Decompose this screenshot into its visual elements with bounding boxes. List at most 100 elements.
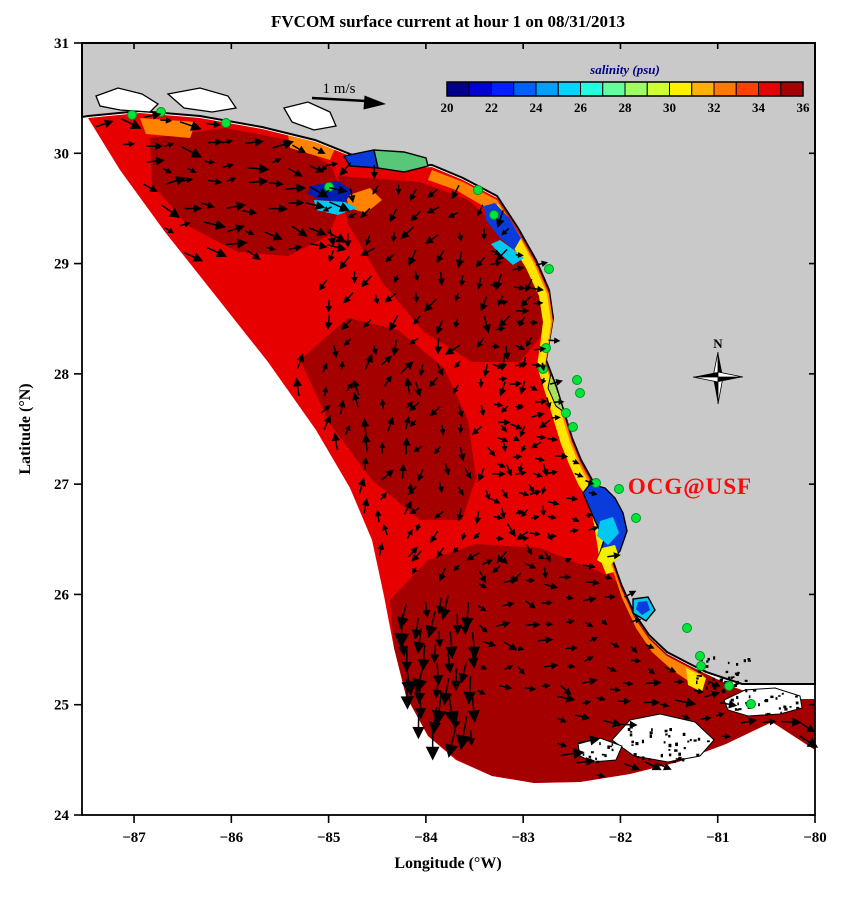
- current-arrow: [351, 271, 358, 284]
- current-arrow: [506, 523, 516, 538]
- current-arrow: [398, 634, 409, 657]
- island-speck: [590, 751, 594, 754]
- colorbar-labels: 20 22 24 26 28 30 32 34 36: [441, 100, 811, 115]
- current-arrow: [206, 120, 222, 129]
- current-arrow: [542, 567, 549, 580]
- colorbar-cell: [735, 81, 759, 97]
- current-arrow: [452, 547, 459, 554]
- current-arrow: [120, 118, 142, 129]
- island-speck: [778, 695, 781, 697]
- island-speck: [651, 728, 653, 732]
- current-arrow: [184, 252, 204, 262]
- current-arrow: [247, 250, 261, 261]
- island-speck: [770, 695, 774, 699]
- current-arrow: [517, 666, 525, 675]
- island-speck: [611, 743, 614, 746]
- estuary-patch-cyan: [597, 517, 619, 545]
- current-arrow: [226, 201, 247, 211]
- current-arrow: [348, 188, 356, 203]
- current-arrow: [540, 486, 547, 495]
- current-arrow: [514, 362, 525, 369]
- current-arrow: [530, 514, 540, 521]
- current-arrow: [617, 697, 632, 705]
- colorbar-cell: [624, 81, 648, 97]
- island-speck: [675, 758, 679, 760]
- current-arrow: [700, 715, 712, 722]
- current-arrow: [363, 319, 372, 328]
- current-arrow: [272, 158, 282, 164]
- current-arrow: [693, 688, 704, 695]
- current-arrow: [482, 640, 497, 648]
- current-arrow: [457, 486, 464, 496]
- current-arrow: [529, 489, 542, 496]
- island-speck: [736, 672, 739, 676]
- colorbar-cell: [557, 81, 581, 97]
- current-arrow: [422, 601, 431, 619]
- current-arrow: [288, 244, 303, 252]
- island-speck: [796, 706, 800, 710]
- current-arrow: [541, 683, 551, 690]
- current-arrow: [430, 530, 439, 544]
- current-arrow: [588, 490, 598, 497]
- current-arrow: [582, 596, 597, 603]
- current-arrow: [524, 685, 537, 692]
- colorbar-cell: [669, 81, 693, 97]
- island-speck: [747, 658, 751, 660]
- island-speck: [631, 740, 634, 744]
- current-arrow: [499, 683, 513, 691]
- current-arrow: [434, 510, 444, 519]
- colorbar-cells: [446, 81, 804, 97]
- current-arrow: [517, 645, 525, 652]
- current-arrow: [206, 246, 228, 258]
- current-arrow: [436, 547, 445, 558]
- current-arrow: [434, 338, 443, 355]
- current-arrow: [516, 531, 529, 540]
- island-shoal-white: [723, 687, 803, 717]
- island-speck: [731, 676, 735, 678]
- coastal-bay-white: [166, 87, 238, 113]
- current-arrow: [520, 295, 532, 308]
- current-arrow: [544, 551, 551, 563]
- island-speck: [663, 741, 666, 744]
- island-speck: [697, 737, 701, 741]
- current-arrow: [456, 508, 464, 522]
- current-arrow: [344, 233, 352, 248]
- current-arrow: [341, 318, 353, 331]
- current-vectors-layer: [95, 111, 819, 779]
- island-speck: [668, 753, 672, 757]
- current-arrow: [781, 717, 802, 727]
- island-speck: [743, 659, 746, 663]
- salinity-patch-yellow: [686, 668, 706, 692]
- current-arrow: [411, 549, 423, 562]
- island-speck: [789, 706, 792, 708]
- current-arrow: [479, 405, 486, 417]
- current-arrow: [164, 226, 175, 234]
- current-arrow: [520, 445, 527, 453]
- current-arrow: [607, 552, 621, 560]
- island-speck: [665, 733, 668, 736]
- colorbar-tick-label: 24: [530, 100, 544, 115]
- current-arrow: [519, 426, 526, 438]
- current-arrow: [660, 702, 670, 708]
- current-arrow: [478, 582, 487, 589]
- island-speck: [675, 742, 678, 747]
- current-arrow: [329, 185, 348, 195]
- y-tick-label: 27: [54, 477, 70, 493]
- salinity-patch-dark_red: [150, 128, 344, 256]
- current-arrow: [385, 253, 395, 263]
- current-arrow: [516, 403, 523, 411]
- current-arrow: [338, 360, 345, 370]
- current-arrow: [503, 345, 511, 361]
- current-arrow: [226, 176, 237, 183]
- current-arrow: [161, 204, 181, 218]
- current-arrow: [516, 319, 524, 325]
- current-arrow: [372, 184, 379, 195]
- current-arrow: [364, 353, 373, 370]
- island-speck: [707, 682, 710, 685]
- current-arrow: [498, 419, 511, 426]
- current-arrow: [200, 201, 215, 209]
- current-arrow: [536, 260, 549, 267]
- island-speck: [706, 660, 709, 663]
- current-arrow: [428, 376, 438, 388]
- island-speck: [737, 702, 739, 706]
